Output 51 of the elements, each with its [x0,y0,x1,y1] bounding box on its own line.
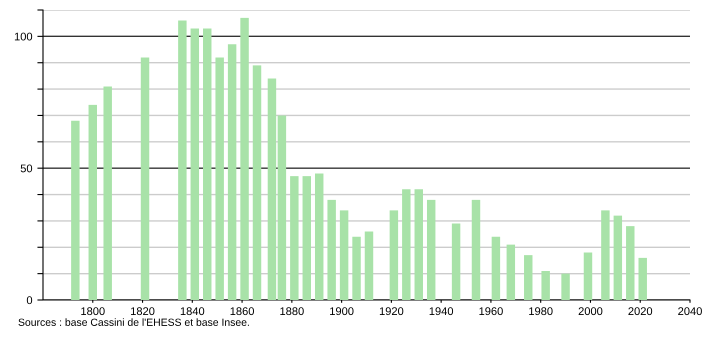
x-tick-label: 1840 [180,307,204,316]
bar [614,216,622,300]
bar [626,226,635,300]
bar [71,120,80,300]
source-note: Sources : base Cassini de l'EHESS et base Insee. [18,318,249,326]
bar [364,231,374,300]
bar [190,28,200,300]
bar [327,200,336,300]
bar [140,57,150,300]
bar [302,176,312,300]
bar [314,173,324,300]
bar [402,189,411,300]
bar [524,255,532,300]
x-tick-label: 1880 [280,307,304,316]
bar [561,274,570,300]
bar [492,236,500,300]
bar [340,210,348,300]
bar [290,176,299,300]
x-tick-label: 1980 [529,307,553,316]
bar [203,28,212,300]
x-tick-label: 2040 [678,307,702,316]
x-tick-label: 1940 [430,307,454,316]
x-tick-label: 2020 [628,307,652,316]
bar [352,236,361,300]
x-tick-label: 1860 [230,307,254,316]
bar [240,18,249,300]
bar [390,210,398,300]
bar [426,200,436,300]
bar [228,44,236,300]
bar [252,65,262,300]
bar [472,200,480,300]
bar [541,271,550,300]
y-tick-label: 50 [20,164,32,172]
bar [103,86,112,300]
bar [88,104,97,300]
x-tick-label: 1820 [131,307,154,316]
bar [178,20,187,300]
bar [638,258,647,300]
bar [452,224,460,300]
bar [584,252,592,300]
x-tick-label: 1920 [380,307,404,316]
bar [414,189,423,300]
x-tick-label: 1900 [330,307,354,316]
bar [506,244,516,300]
y-tick-label: 100 [14,32,32,40]
x-tick-label: 1800 [81,307,105,316]
y-tick-label: 0 [26,296,32,304]
bar [601,210,610,300]
bar [215,57,224,300]
x-tick-label: 2000 [578,307,602,316]
x-tick-label: 1960 [479,307,503,316]
